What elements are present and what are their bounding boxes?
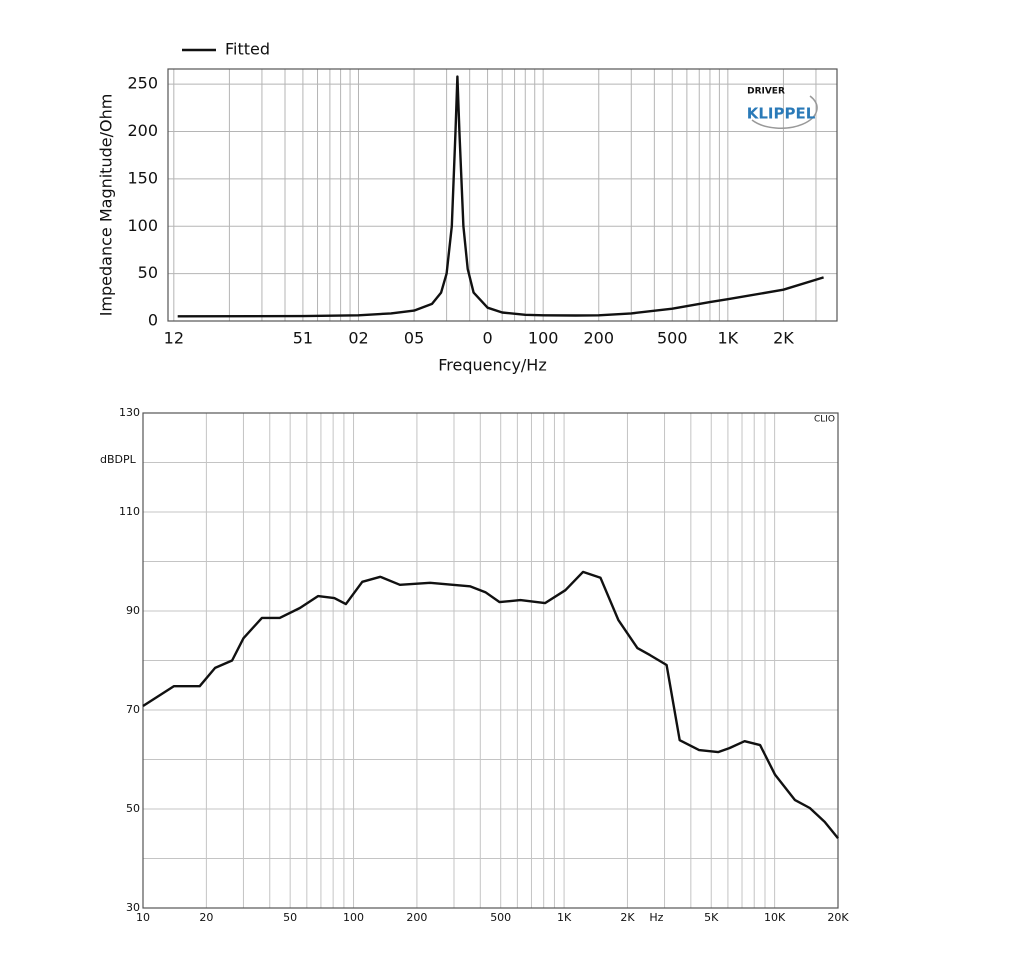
x-tick-label: 50	[283, 911, 297, 924]
y-tick-label: 130	[119, 406, 140, 419]
annotation: CLIO	[814, 415, 835, 425]
x-tick-label: 10	[136, 911, 150, 924]
y-tick-label: 150	[127, 168, 158, 187]
logo-text: KLIPPEL	[747, 105, 816, 123]
x-tick-label: 500	[657, 329, 688, 348]
y-tick-label: 50	[138, 263, 158, 282]
y-tick-label: 250	[127, 74, 158, 93]
y-tick-label: 70	[126, 703, 140, 716]
x-tick-label: 200	[583, 329, 614, 348]
data-line	[177, 75, 824, 318]
y-tick-label: 100	[127, 216, 158, 235]
x-tick-label: 10K	[764, 911, 786, 924]
legend-label: Fitted	[225, 40, 270, 59]
x-tick-label: 12	[164, 329, 184, 348]
x-tick-label: 02	[348, 329, 368, 348]
x-axis-label: Hz	[649, 911, 663, 924]
x-tick-label: 2K	[620, 911, 635, 924]
x-tick-label: 0	[482, 329, 492, 348]
x-axis-label: Frequency/Hz	[438, 356, 546, 375]
y-axis-label: Impedance Magnitude/Ohm	[97, 94, 116, 317]
x-tick-label: 20K	[827, 911, 849, 924]
y-tick-label: 200	[127, 121, 158, 140]
x-tick-label: 200	[406, 911, 427, 924]
x-tick-label: 500	[490, 911, 511, 924]
y-axis-label: dBDPL	[100, 453, 137, 466]
plot-frame	[167, 68, 838, 322]
logo-swoosh	[751, 95, 818, 129]
x-tick-label: 1K	[718, 329, 739, 348]
y-tick-label: 50	[126, 802, 140, 815]
logo-text: DRIVER	[747, 87, 785, 97]
x-tick-label: 05	[404, 329, 424, 348]
x-tick-label: 1K	[557, 911, 572, 924]
x-tick-label: 2K	[773, 329, 794, 348]
x-tick-label: 20	[199, 911, 213, 924]
y-tick-label: 0	[148, 311, 158, 330]
plot-frame	[142, 412, 839, 909]
x-tick-label: 100	[343, 911, 364, 924]
y-tick-label: 90	[126, 604, 140, 617]
y-tick-label: 110	[119, 505, 140, 518]
data-line	[142, 570, 839, 839]
y-tick-label: 30	[126, 901, 140, 914]
x-tick-label: 5K	[704, 911, 719, 924]
x-tick-label: 100	[528, 329, 559, 348]
x-tick-label: 51	[293, 329, 313, 348]
